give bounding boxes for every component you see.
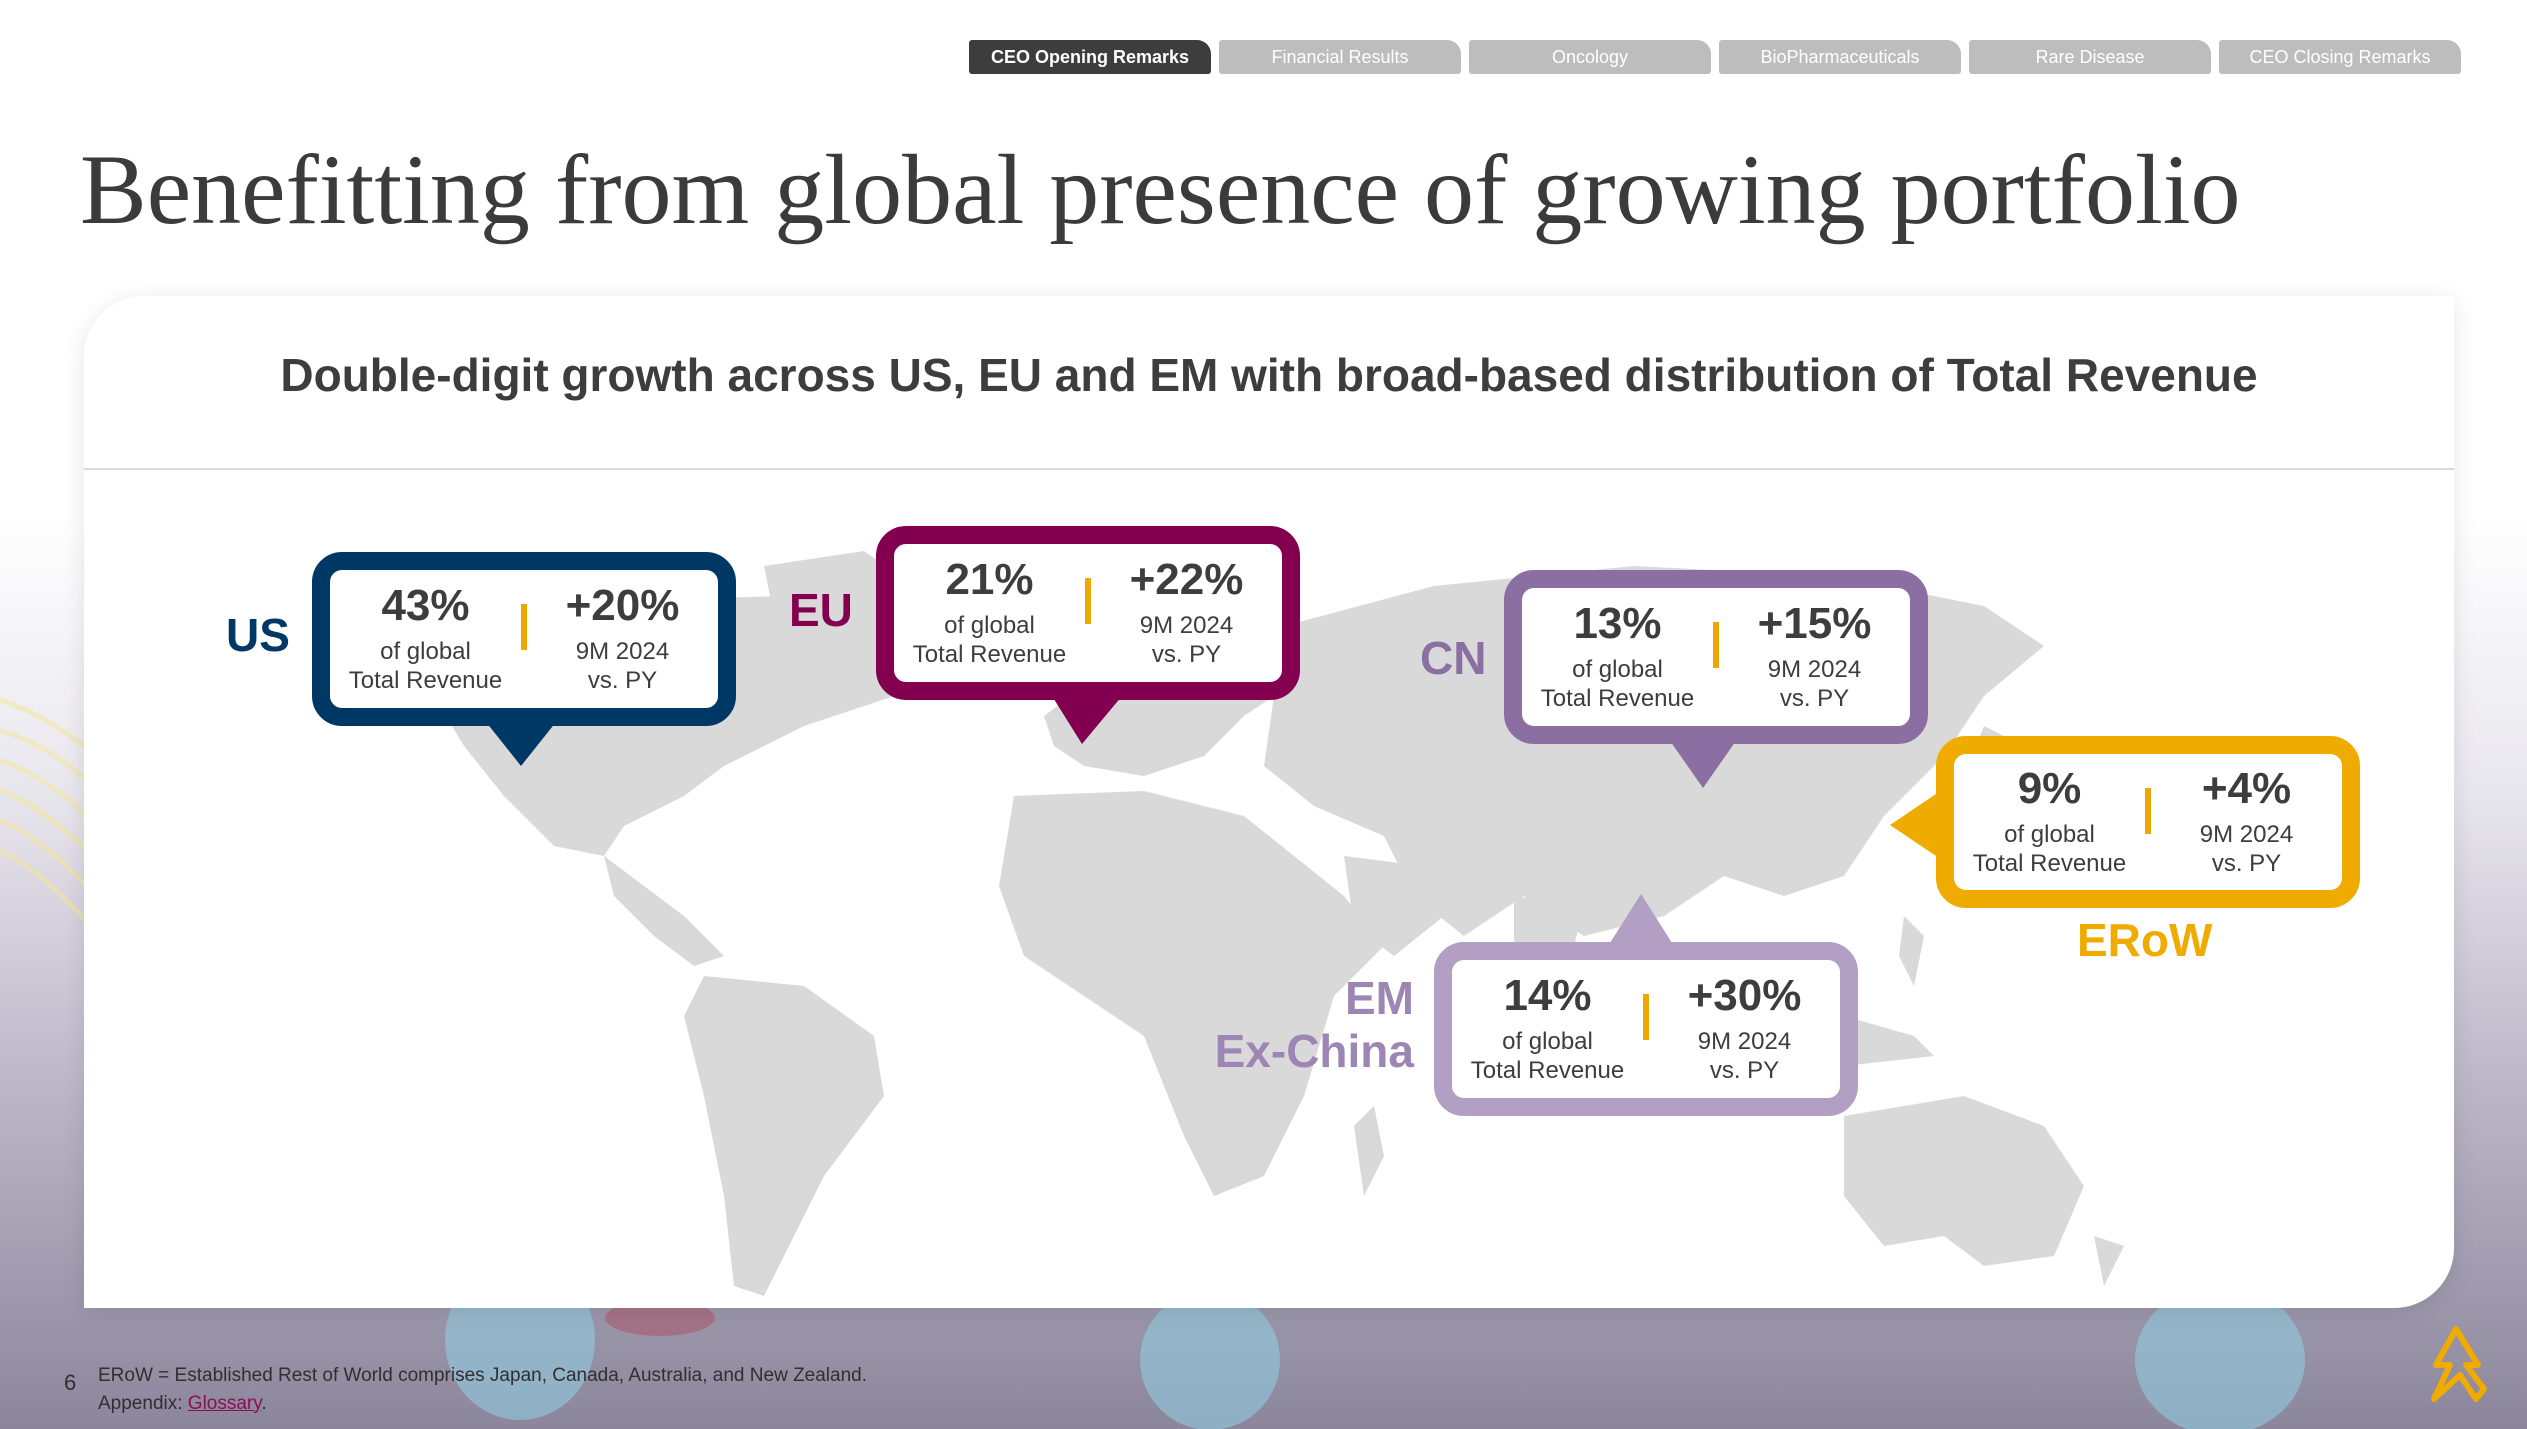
region-label-erow: ERoW <box>2077 914 2213 966</box>
em-bubble-pointer <box>1608 894 1674 946</box>
footnote: ERoW = Established Rest of World compris… <box>98 1362 867 1417</box>
tab-rare-disease[interactable]: Rare Disease <box>1969 40 2211 74</box>
em-share-caption: of global Total Revenue <box>1470 1028 1625 1085</box>
cn-share-caption: of global Total Revenue <box>1540 656 1695 713</box>
us-growth-value: +20% <box>565 581 680 630</box>
glossary-link[interactable]: Glossary <box>187 1392 262 1414</box>
cn-separator <box>1713 622 1719 668</box>
eu-share-caption: of global Total Revenue <box>912 612 1067 669</box>
page-number: 6 <box>64 1370 77 1395</box>
us-growth-caption: 9M 2024 vs. PY <box>575 638 670 695</box>
cn-growth-value: +15% <box>1757 599 1872 648</box>
page-title: Benefitting from global presence of grow… <box>80 134 2241 245</box>
tab-oncology[interactable]: Oncology <box>1469 40 1711 74</box>
us-share-value: 43% <box>381 581 470 630</box>
tab-financial-results[interactable]: Financial Results <box>1219 40 1461 74</box>
erow-share-caption: of global Total Revenue <box>1972 821 2127 878</box>
footnote-note: ERoW = Established Rest of World compris… <box>98 1365 868 1386</box>
em-share-value: 14% <box>1503 971 1592 1020</box>
us-separator <box>521 604 527 650</box>
eu-bubble-pointer <box>1052 696 1122 744</box>
eu-growth-caption: 9M 2024 vs. PY <box>1139 612 1234 669</box>
cn-share-value: 13% <box>1573 599 1662 648</box>
us-share-caption: of global Total Revenue <box>348 638 503 695</box>
eu-separator <box>1085 578 1091 624</box>
erow-stat-bubble: 9% of global Total Revenue +4% 9M 2024 vs. P… <box>1936 736 2360 908</box>
us-stat-bubble: 43% of global Total Revenue +20% 9M 2024 vs.… <box>312 552 736 726</box>
section-tabs: CEO Opening Remarks Financial Results On… <box>969 40 2461 74</box>
card-divider <box>84 468 2454 470</box>
em-separator <box>1643 994 1649 1040</box>
erow-bubble-pointer <box>1890 790 1942 860</box>
eu-growth-value: +22% <box>1129 555 1244 604</box>
tab-biopharmaceuticals[interactable]: BioPharmaceuticals <box>1719 40 1961 74</box>
region-label-em-line1: EM <box>1345 972 1414 1024</box>
region-label-cn: CN <box>1420 632 1487 684</box>
erow-growth-caption: 9M 2024 vs. PY <box>2199 821 2294 878</box>
eu-stat-bubble: 21% of global Total Revenue +22% 9M 2024 vs.… <box>876 526 1300 700</box>
region-label-eu: EU <box>789 584 853 636</box>
content-card: Double-digit growth across US, EU and EM… <box>84 296 2454 1308</box>
erow-growth-value: +4% <box>2201 764 2292 813</box>
region-label-us: US <box>226 609 290 661</box>
footnote-appendix: Appendix: Glossary. <box>98 1392 267 1414</box>
region-label-em-line2: Ex-China <box>1214 1024 1414 1077</box>
eu-share-value: 21% <box>945 555 1034 604</box>
em-growth-caption: 9M 2024 vs. PY <box>1697 1028 1792 1085</box>
company-logo-icon <box>2431 1326 2487 1402</box>
region-label-em: EM Ex-China <box>1215 972 1414 1078</box>
cn-stat-bubble: 13% of global Total Revenue +15% 9M 2024 vs.… <box>1504 570 1928 744</box>
erow-share-value: 9% <box>2017 764 2082 813</box>
em-stat-bubble: 14% of global Total Revenue +30% 9M 2024 vs.… <box>1434 942 1858 1116</box>
tab-ceo-opening-remarks[interactable]: CEO Opening Remarks <box>969 40 1211 74</box>
tab-ceo-closing-remarks[interactable]: CEO Closing Remarks <box>2219 40 2461 74</box>
cn-growth-caption: 9M 2024 vs. PY <box>1767 656 1862 713</box>
cn-bubble-pointer <box>1668 738 1738 788</box>
erow-separator <box>2145 788 2151 834</box>
card-heading: Double-digit growth across US, EU and EM… <box>280 349 2258 401</box>
us-bubble-pointer <box>486 722 556 766</box>
em-growth-value: +30% <box>1687 971 1802 1020</box>
